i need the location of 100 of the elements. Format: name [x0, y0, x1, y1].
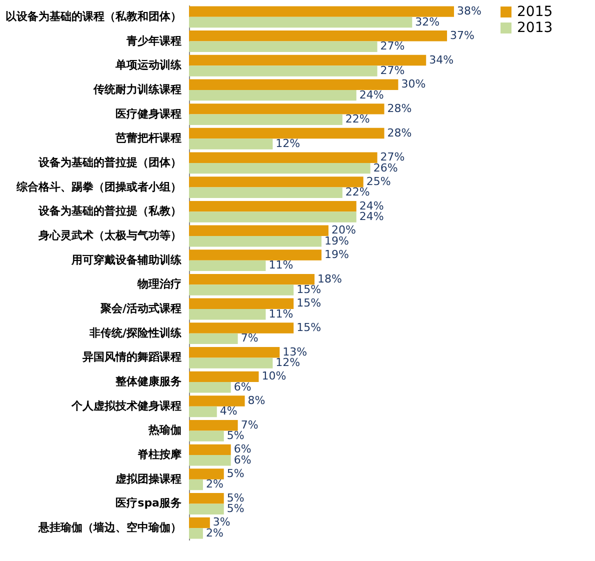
bar: [189, 187, 342, 198]
bar: [189, 260, 266, 272]
bar: [189, 371, 259, 382]
data-label: 12%: [276, 136, 300, 150]
bar: [189, 468, 224, 480]
bar: [189, 396, 245, 406]
bar: [189, 90, 356, 101]
data-label: 8%: [248, 394, 266, 408]
bar: [189, 406, 217, 418]
y-tick-label: 身心灵武术（太极与气功等）: [38, 228, 182, 242]
data-label: 25%: [366, 174, 391, 188]
y-tick-label: 热瑜伽: [148, 424, 182, 437]
bar: [189, 528, 203, 539]
data-label: 6%: [234, 453, 252, 466]
y-tick-label: 芭蕾把杆课程: [114, 132, 182, 145]
bar: [189, 455, 231, 466]
data-label: 11%: [268, 258, 294, 272]
bar: [189, 200, 356, 212]
bar: [189, 225, 328, 236]
y-tick-label: 异国风情的舞蹈课程: [82, 350, 182, 364]
y-tick-label: 个人虚拟技术健身课程: [70, 399, 182, 412]
y-tick-label: 医疗健身课程: [116, 107, 182, 120]
bar: [189, 104, 384, 114]
data-label: 7%: [240, 332, 258, 345]
bar: [189, 493, 224, 504]
y-tick-label: 青少年课程: [126, 34, 182, 48]
bar: [189, 333, 238, 344]
y-tick-label: 脊柱按摩: [138, 448, 182, 462]
data-label: 5%: [226, 491, 244, 504]
y-tick-label: 用可穿戴设备辅助训练: [70, 253, 182, 266]
bar: [189, 444, 231, 456]
y-tick-label: 虚拟团操课程: [114, 472, 182, 486]
data-label: 24%: [359, 88, 384, 102]
bar: [189, 479, 203, 490]
bar: [189, 236, 322, 247]
y-tick-label: 医疗spa服务: [116, 496, 182, 510]
y-tick-label: 非传统/探险性训练: [88, 326, 182, 340]
data-label: 5%: [226, 502, 244, 516]
bar: [189, 517, 210, 528]
bar: [189, 30, 448, 42]
bar: [189, 274, 315, 285]
bar: [189, 138, 273, 150]
bar: [189, 298, 294, 310]
y-tick-label: 设备为基础的普拉提（私教）: [38, 204, 182, 218]
data-label: 37%: [450, 28, 474, 42]
bar: [189, 346, 280, 358]
data-label: 2%: [206, 526, 224, 540]
y-tick-label: 整体健康服务: [114, 375, 182, 388]
bar: [189, 430, 224, 442]
data-label: 27%: [380, 64, 405, 77]
data-label: 22%: [345, 112, 370, 126]
bar: [189, 309, 266, 320]
data-label: 28%: [387, 126, 412, 140]
y-tick-label: 物理治疗: [136, 278, 182, 291]
data-label: 30%: [401, 78, 426, 91]
data-label: 34%: [429, 53, 454, 66]
data-label: 19%: [324, 234, 349, 248]
y-tick-label: 悬挂瑜伽（墙边、空中瑜伽）: [38, 521, 182, 534]
data-label: 15%: [296, 283, 322, 296]
data-label: 26%: [373, 161, 398, 174]
legend-label: 2015: [517, 4, 553, 20]
data-label: 4%: [220, 404, 238, 418]
data-label: 3%: [212, 516, 230, 529]
data-label: 22%: [345, 186, 370, 199]
data-label: 15%: [296, 296, 322, 310]
y-tick-label: 综合格斗、踢拳（团操或者小组）: [16, 180, 182, 194]
data-label: 32%: [415, 15, 440, 28]
bar: [189, 176, 364, 188]
y-tick-label: 设备为基础的普拉提（团体）: [38, 156, 182, 169]
y-tick-label: 传统耐力训练课程: [92, 82, 182, 96]
data-label: 6%: [234, 442, 252, 456]
data-label: 10%: [262, 370, 286, 383]
bar: [189, 212, 356, 222]
bar: [189, 6, 454, 17]
y-tick-label: 单项运动训练: [114, 58, 182, 72]
bar: [189, 504, 224, 514]
data-label: 13%: [282, 345, 308, 358]
data-label: 11%: [268, 307, 294, 320]
bar: [189, 41, 378, 52]
data-label: 12%: [276, 356, 300, 370]
data-label: 38%: [457, 4, 482, 18]
bar: [189, 128, 384, 139]
data-label: 15%: [296, 320, 322, 334]
legend-label: 2013: [517, 20, 553, 36]
data-label: 2%: [206, 478, 224, 491]
data-label: 5%: [226, 429, 244, 442]
bar: [189, 66, 378, 76]
data-label: 20%: [331, 224, 356, 237]
bar: [189, 250, 322, 260]
data-label: 24%: [359, 210, 384, 224]
bar: [189, 162, 370, 174]
bar: [189, 284, 294, 296]
data-label: 7%: [240, 418, 258, 432]
bar: [189, 54, 426, 66]
y-tick-label: 聚会/活动式课程: [99, 302, 182, 316]
data-label: 6%: [234, 380, 252, 394]
y-tick-label: 以设备为基础的课程（私教和团体）: [6, 10, 182, 23]
bar: [189, 79, 398, 90]
data-label: 24%: [359, 199, 384, 212]
data-label: 27%: [380, 40, 405, 53]
